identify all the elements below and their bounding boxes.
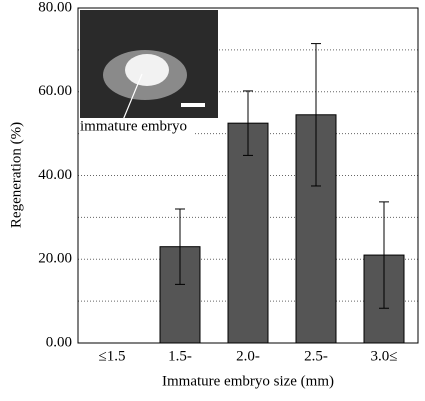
inset-embryo <box>125 54 169 86</box>
x-tick-label: ≤1.5 <box>99 348 126 364</box>
bar <box>227 122 269 344</box>
inset-label: immature embryo <box>80 118 187 134</box>
inset-label-bg <box>79 119 193 135</box>
x-tick-label: 3.0≤ <box>371 348 398 364</box>
y-tick-label: 20.00 <box>38 251 72 267</box>
x-tick-label: 1.5- <box>168 348 192 364</box>
y-tick-label: 60.00 <box>38 83 72 99</box>
inset-scale-bar <box>181 103 205 107</box>
x-tick-label: 2.5- <box>304 348 328 364</box>
y-tick-label: 40.00 <box>38 167 72 183</box>
plot-frame <box>77 7 419 344</box>
y-tick-label: 80.00 <box>38 0 72 15</box>
y-tick-label: 0.00 <box>46 334 72 350</box>
y-axis-title: Regeneration (%) <box>8 122 24 228</box>
x-tick-label: 2.0- <box>236 348 260 364</box>
inset-pointer <box>122 73 143 121</box>
x-axis-title: Immature embryo size (mm) <box>162 373 334 389</box>
